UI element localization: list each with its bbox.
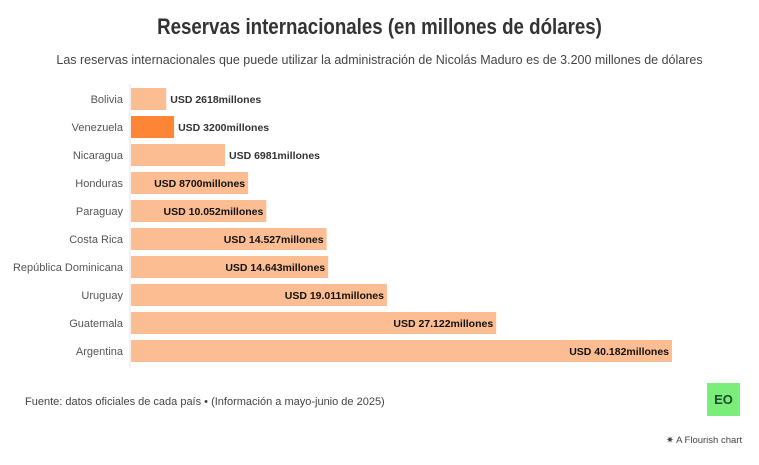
flourish-icon: ✷ [666, 435, 677, 446]
category-label: Costa Rica [69, 234, 124, 246]
source-note: Fuente: datos oficiales de cada país • (… [25, 396, 385, 408]
chart-title: Reservas internacionales (en millones de… [157, 14, 602, 39]
category-label: Venezuela [72, 122, 124, 134]
bar[interactable] [131, 284, 387, 306]
bar[interactable] [131, 144, 225, 166]
data-label: USD 3200millones [178, 122, 269, 134]
category-label: Uruguay [81, 290, 123, 302]
bar[interactable] [131, 200, 267, 222]
category-label: Paraguay [76, 206, 124, 218]
data-label: USD 19.011millones [285, 290, 384, 302]
bar[interactable] [131, 228, 327, 250]
bar[interactable] [131, 312, 497, 334]
data-label: USD 14.527millones [224, 234, 324, 246]
bar[interactable] [131, 116, 175, 138]
data-label: USD 14.643millones [225, 262, 325, 274]
data-label: USD 2618millones [170, 94, 261, 106]
flourish-credit-label: A Flourish chart [676, 435, 743, 446]
bar[interactable] [131, 172, 249, 194]
chart-subtitle: Las reservas internacionales que puede u… [56, 53, 703, 67]
data-label: USD 6981millones [229, 150, 320, 162]
bar-chart: Bolivia USD 2618millones Venezuela USD 3200… [13, 84, 672, 368]
eo-logo: EO [707, 383, 740, 416]
category-label: Guatemala [69, 318, 124, 330]
category-label: Honduras [75, 178, 123, 190]
flourish-credit[interactable]: ✷ A Flourish chart [666, 435, 742, 446]
category-label: Bolivia [91, 94, 124, 106]
bar[interactable] [131, 88, 167, 110]
category-label: Nicaragua [73, 150, 124, 162]
data-label: USD 8700millones [154, 178, 245, 190]
data-label: USD 27.122millones [393, 318, 493, 330]
bar[interactable] [131, 256, 329, 278]
data-label: USD 10.052millones [164, 206, 264, 218]
category-label: Argentina [76, 346, 124, 358]
bar[interactable] [131, 340, 672, 362]
category-label: República Dominicana [13, 262, 124, 274]
data-label: USD 40.182millones [569, 346, 669, 358]
